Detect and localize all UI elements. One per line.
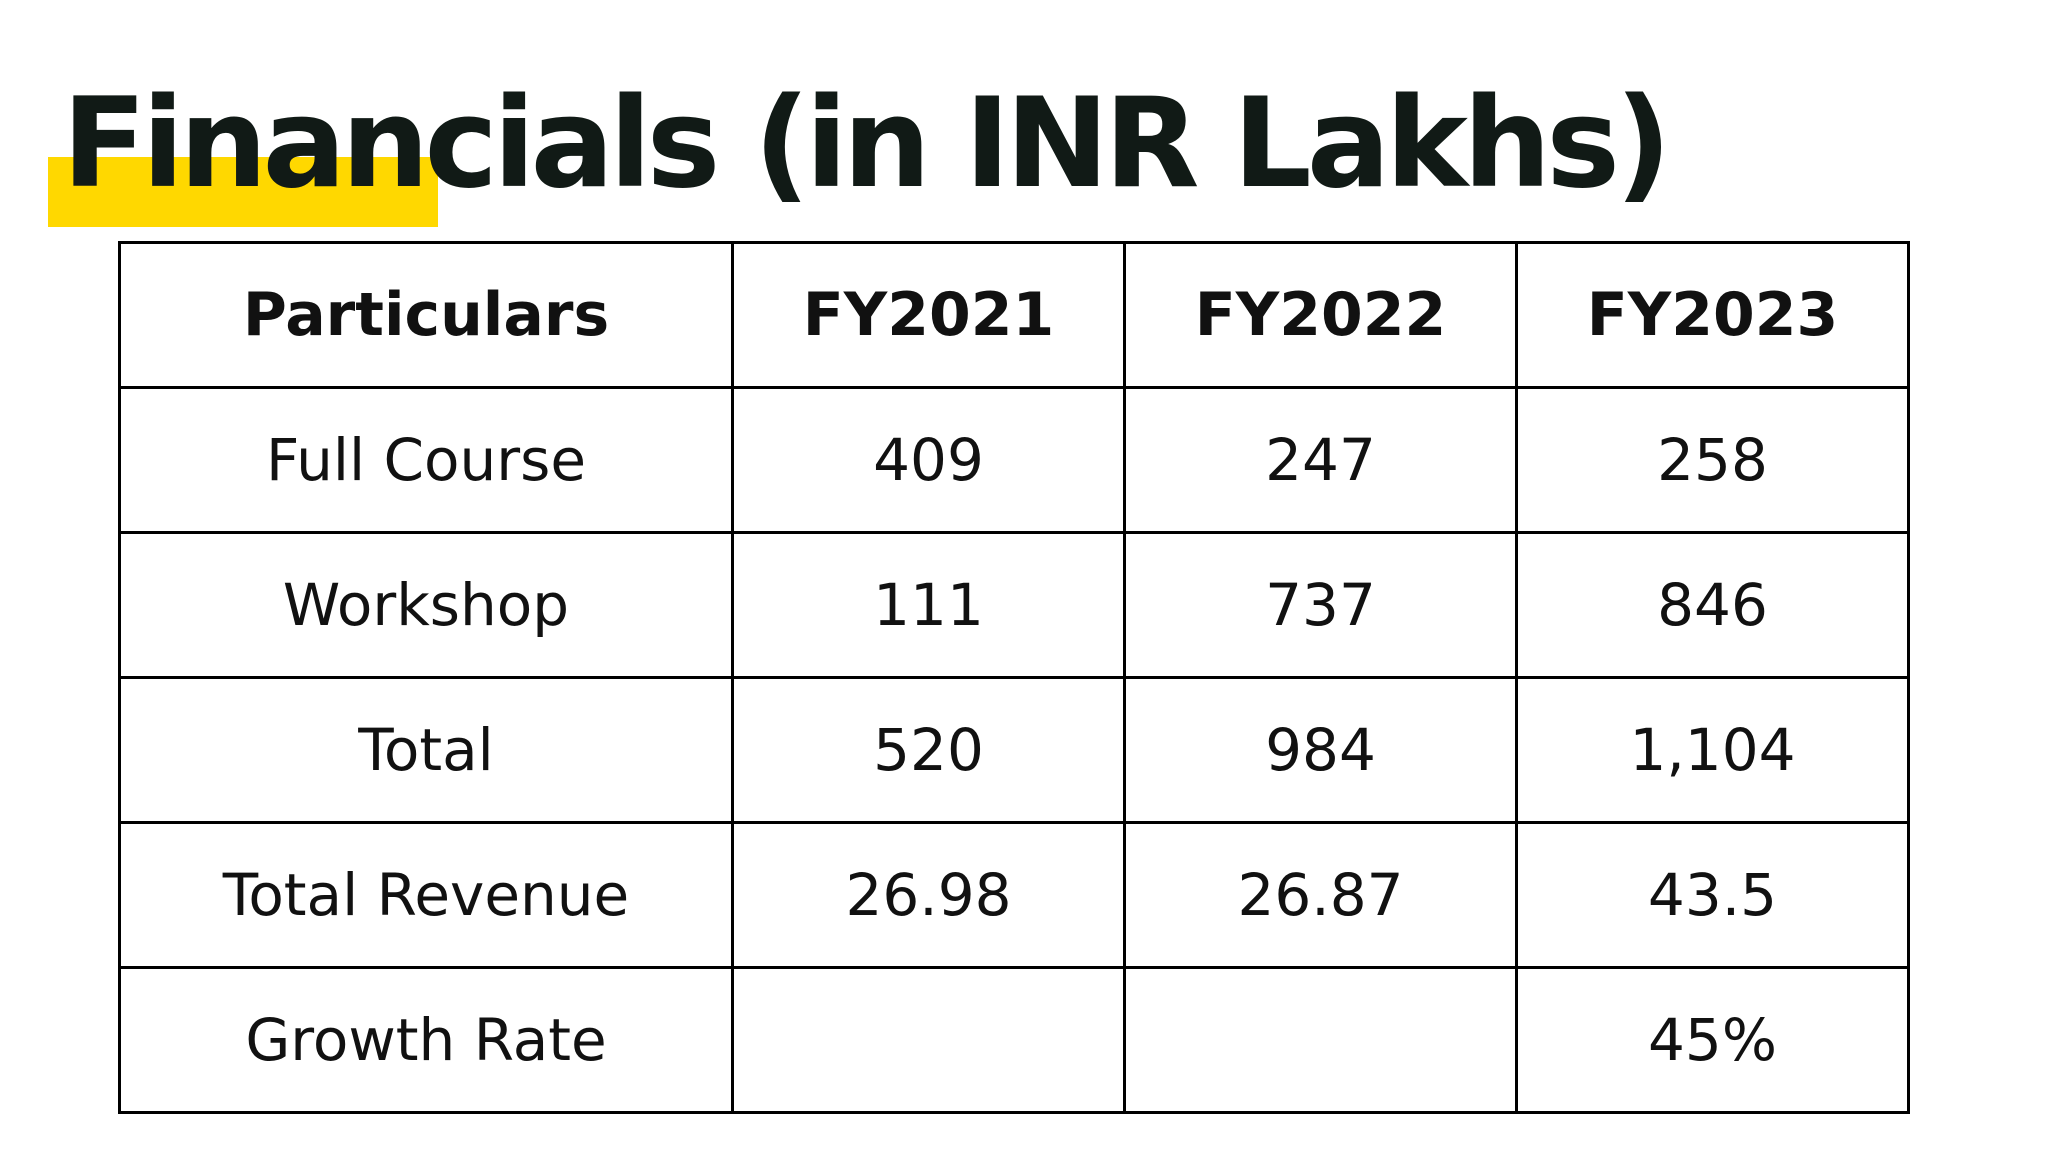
table-header-row: Particulars FY2021 FY2022 FY2023 bbox=[118, 241, 1910, 389]
table-row: Workshop 111 737 846 bbox=[118, 531, 1910, 679]
table-cell: 45% bbox=[1515, 966, 1910, 1114]
table-cell: 846 bbox=[1515, 531, 1910, 679]
page-title: Financials (in INR Lakhs) bbox=[62, 72, 1672, 216]
financials-table: Particulars FY2021 FY2022 FY2023 Full Co… bbox=[118, 241, 1910, 1114]
row-label: Full Course bbox=[118, 386, 734, 534]
table-row: Total Revenue 26.98 26.87 43.5 bbox=[118, 821, 1910, 969]
table-cell: 26.98 bbox=[731, 821, 1126, 969]
table-row: Full Course 409 247 258 bbox=[118, 386, 1910, 534]
table-cell: 409 bbox=[731, 386, 1126, 534]
table-cell bbox=[1123, 966, 1518, 1114]
table-cell: 520 bbox=[731, 676, 1126, 824]
title-highlight-bar bbox=[48, 157, 438, 227]
column-header-fy2022: FY2022 bbox=[1123, 241, 1518, 389]
row-label: Growth Rate bbox=[118, 966, 734, 1114]
table-cell: 111 bbox=[731, 531, 1126, 679]
row-label: Workshop bbox=[118, 531, 734, 679]
row-label: Total Revenue bbox=[118, 821, 734, 969]
column-header-fy2023: FY2023 bbox=[1515, 241, 1910, 389]
table-cell bbox=[731, 966, 1126, 1114]
column-header-fy2021: FY2021 bbox=[731, 241, 1126, 389]
row-label: Total bbox=[118, 676, 734, 824]
table-cell: 43.5 bbox=[1515, 821, 1910, 969]
table-cell: 258 bbox=[1515, 386, 1910, 534]
table-row: Total 520 984 1,104 bbox=[118, 676, 1910, 824]
table-row: Growth Rate 45% bbox=[118, 966, 1910, 1114]
table-cell: 984 bbox=[1123, 676, 1518, 824]
table-cell: 737 bbox=[1123, 531, 1518, 679]
table-cell: 26.87 bbox=[1123, 821, 1518, 969]
table-cell: 247 bbox=[1123, 386, 1518, 534]
column-header-particulars: Particulars bbox=[118, 241, 734, 389]
table-cell: 1,104 bbox=[1515, 676, 1910, 824]
